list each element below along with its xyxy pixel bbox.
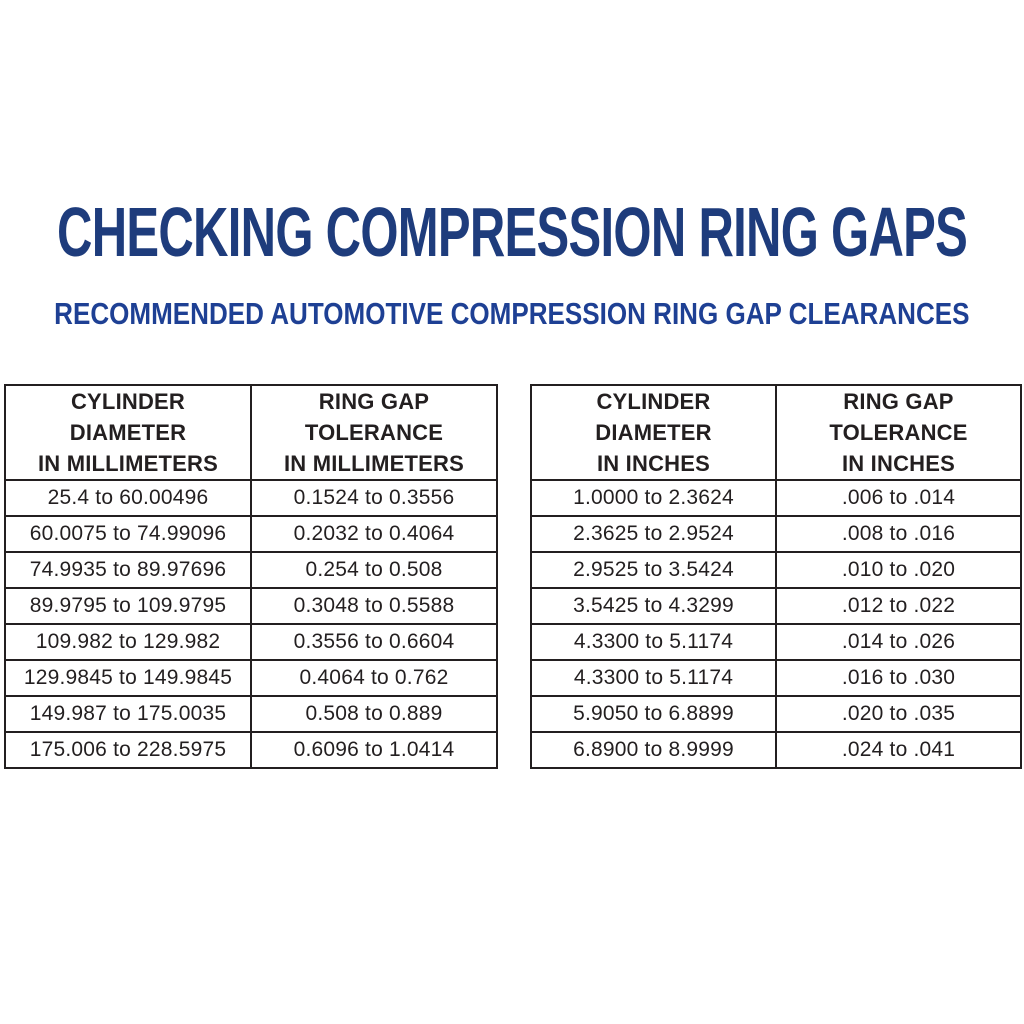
tolerance-range-cell: 0.4064 to 0.762 — [250, 659, 498, 697]
tolerance-range-cell: 0.3048 to 0.5588 — [250, 587, 498, 625]
header-line: RING GAP — [318, 389, 430, 414]
ring-gap-table-millimeters: CYLINDER DIAMETER IN MILLIMETERS RING GA… — [4, 384, 498, 769]
header-line: IN MILLIMETERS — [283, 451, 464, 476]
ring-gap-table-inches: CYLINDER DIAMETER IN INCHES RING GAP TOL… — [530, 384, 1022, 769]
column-header-ring-gap-tolerance-inches: RING GAP TOLERANCE IN INCHES — [775, 384, 1022, 481]
table-row: 175.006 to 228.5975 0.6096 to 1.0414 — [4, 731, 498, 769]
tolerance-range-cell: .008 to .016 — [775, 515, 1022, 553]
header-line: IN INCHES — [596, 451, 711, 476]
column-header-cylinder-diameter-mm: CYLINDER DIAMETER IN MILLIMETERS — [4, 384, 252, 481]
diameter-range-cell: 5.9050 to 6.8899 — [530, 695, 777, 733]
diameter-range-cell: 4.3300 to 5.1174 — [530, 623, 777, 661]
table-row: 89.9795 to 109.9795 0.3048 to 0.5588 — [4, 587, 498, 625]
table-row: 5.9050 to 6.8899 .020 to .035 — [530, 695, 1022, 733]
header-line: DIAMETER — [69, 420, 187, 445]
table-row: 2.9525 to 3.5424 .010 to .020 — [530, 551, 1022, 589]
diameter-range-cell: 129.9845 to 149.9845 — [4, 659, 252, 697]
diameter-range-cell: 175.006 to 228.5975 — [4, 731, 252, 769]
table-row: 3.5425 to 4.3299 .012 to .022 — [530, 587, 1022, 625]
diameter-range-cell: 2.9525 to 3.5424 — [530, 551, 777, 589]
diameter-range-cell: 149.987 to 175.0035 — [4, 695, 252, 733]
tolerance-range-cell: .010 to .020 — [775, 551, 1022, 589]
tolerance-range-cell: .006 to .014 — [775, 479, 1022, 517]
header-line: IN MILLIMETERS — [37, 451, 218, 476]
table-row: 4.3300 to 5.1174 .014 to .026 — [530, 623, 1022, 661]
table-row: 60.0075 to 74.99096 0.2032 to 0.4064 — [4, 515, 498, 553]
header-row: CYLINDER DIAMETER IN MILLIMETERS RING GA… — [4, 384, 498, 481]
tolerance-range-cell: .024 to .041 — [775, 731, 1022, 769]
diameter-range-cell: 60.0075 to 74.99096 — [4, 515, 252, 553]
diameter-range-cell: 89.9795 to 109.9795 — [4, 587, 252, 625]
diameter-range-cell: 4.3300 to 5.1174 — [530, 659, 777, 697]
diameter-range-cell: 2.3625 to 2.9524 — [530, 515, 777, 553]
header-line: IN INCHES — [841, 451, 956, 476]
tolerance-range-cell: .020 to .035 — [775, 695, 1022, 733]
diameter-range-cell: 6.8900 to 8.9999 — [530, 731, 777, 769]
table-row: 1.0000 to 2.3624 .006 to .014 — [530, 479, 1022, 517]
table-row: 109.982 to 129.982 0.3556 to 0.6604 — [4, 623, 498, 661]
tolerance-range-cell: 0.3556 to 0.6604 — [250, 623, 498, 661]
header-line: CYLINDER — [596, 389, 711, 414]
header-line: TOLERANCE — [304, 420, 444, 445]
header-line: TOLERANCE — [829, 420, 968, 445]
tolerance-range-cell: .016 to .030 — [775, 659, 1022, 697]
diameter-range-cell: 25.4 to 60.00496 — [4, 479, 252, 517]
header-line: RING GAP — [843, 389, 954, 414]
table-row: 4.3300 to 5.1174 .016 to .030 — [530, 659, 1022, 697]
diameter-range-cell: 109.982 to 129.982 — [4, 623, 252, 661]
page-subtitle-row: RECOMMENDED AUTOMOTIVE COMPRESSION RING … — [0, 297, 1024, 331]
diameter-range-cell: 3.5425 to 4.3299 — [530, 587, 777, 625]
table-row: 2.3625 to 2.9524 .008 to .016 — [530, 515, 1022, 553]
table-row: 129.9845 to 149.9845 0.4064 to 0.762 — [4, 659, 498, 697]
column-header-ring-gap-tolerance-mm: RING GAP TOLERANCE IN MILLIMETERS — [250, 384, 498, 481]
page-subtitle: RECOMMENDED AUTOMOTIVE COMPRESSION RING … — [54, 296, 970, 331]
page-title: CHECKING COMPRESSION RING GAPS — [56, 193, 968, 271]
page-title-row: CHECKING COMPRESSION RING GAPS — [0, 196, 1024, 268]
tolerance-range-cell: 0.2032 to 0.4064 — [250, 515, 498, 553]
table-row: 6.8900 to 8.9999 .024 to .041 — [530, 731, 1022, 769]
tolerance-range-cell: 0.254 to 0.508 — [250, 551, 498, 589]
tolerance-range-cell: .012 to .022 — [775, 587, 1022, 625]
table-row: 149.987 to 175.0035 0.508 to 0.889 — [4, 695, 498, 733]
tolerance-range-cell: 0.508 to 0.889 — [250, 695, 498, 733]
table-row: 25.4 to 60.00496 0.1524 to 0.3556 — [4, 479, 498, 517]
diameter-range-cell: 1.0000 to 2.3624 — [530, 479, 777, 517]
diameter-range-cell: 74.9935 to 89.97696 — [4, 551, 252, 589]
table-row: 74.9935 to 89.97696 0.254 to 0.508 — [4, 551, 498, 589]
header-line: CYLINDER — [70, 389, 186, 414]
tolerance-range-cell: 0.1524 to 0.3556 — [250, 479, 498, 517]
header-row: CYLINDER DIAMETER IN INCHES RING GAP TOL… — [530, 384, 1022, 481]
tolerance-range-cell: 0.6096 to 1.0414 — [250, 731, 498, 769]
header-line: DIAMETER — [595, 420, 712, 445]
tolerance-range-cell: .014 to .026 — [775, 623, 1022, 661]
column-header-cylinder-diameter-inches: CYLINDER DIAMETER IN INCHES — [530, 384, 777, 481]
